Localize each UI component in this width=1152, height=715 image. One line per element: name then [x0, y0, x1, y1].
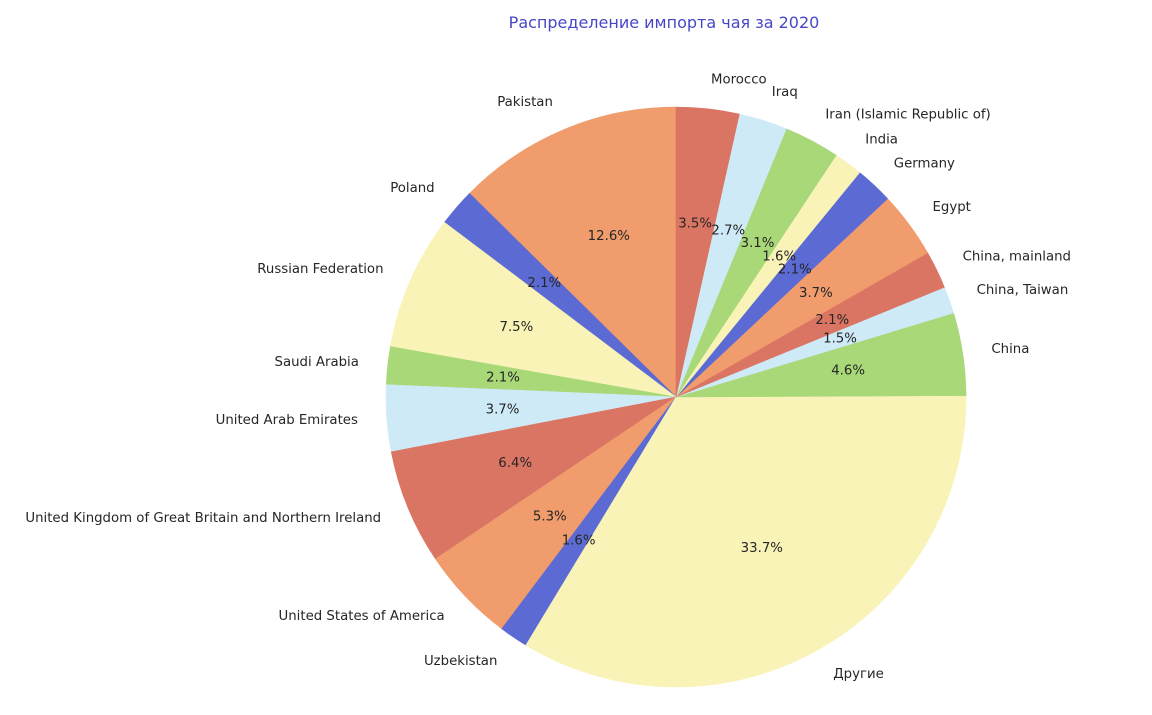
slice-pct-label-china-mainland: 2.1%	[815, 313, 849, 328]
slice-pct-label-egypt: 3.7%	[799, 286, 833, 301]
slice-name-label-saudi-arabia: Saudi Arabia	[275, 355, 359, 370]
slice-name-label-china: China	[991, 342, 1029, 357]
slice-pct-label-pakistan: 12.6%	[588, 229, 630, 244]
slice-pct-label-india: 1.6%	[762, 249, 796, 264]
slice-name-label-germany: Germany	[894, 156, 955, 171]
slice-name-label-другие: Другие	[833, 667, 884, 682]
pie-slice-russian-federation	[390, 221, 677, 398]
pie-slice-другие	[525, 395, 967, 688]
slice-name-label-morocco: Morocco	[711, 72, 767, 87]
slice-pct-label-saudi-arabia: 2.1%	[486, 371, 520, 386]
slice-name-label-egypt: Egypt	[933, 200, 971, 215]
slice-name-label-united-arab-emirates: United Arab Emirates	[216, 413, 358, 428]
slice-pct-label-poland: 2.1%	[527, 276, 561, 291]
slice-name-label-united-states-of-america: United States of America	[279, 609, 445, 624]
slice-name-label-china-mainland: China, mainland	[963, 250, 1071, 265]
slice-name-label-iraq: Iraq	[772, 85, 798, 100]
slice-pct-label-china-taiwan: 1.5%	[823, 331, 857, 346]
pie-slice-pakistan	[469, 106, 677, 398]
slice-pct-label-другие: 33.7%	[741, 541, 783, 556]
slice-name-label-iran-islamic-republic-of: Iran (Islamic Republic of)	[825, 108, 990, 123]
slice-name-label-poland: Poland	[390, 181, 434, 196]
slice-name-label-united-kingdom-of-great-britain-and-northern-ireland: United Kingdom of Great Britain and Nort…	[25, 511, 381, 526]
slice-name-label-india: India	[865, 133, 898, 148]
chart-title: Распределение импорта чая за 2020	[508, 13, 820, 32]
slice-name-label-uzbekistan: Uzbekistan	[424, 654, 497, 669]
slice-pct-label-united-arab-emirates: 3.7%	[486, 402, 520, 417]
slice-pct-label-iran-islamic-republic-of: 3.1%	[741, 236, 775, 251]
slice-pct-label-united-kingdom-of-great-britain-and-northern-ireland: 6.4%	[498, 456, 532, 471]
slice-name-label-russian-federation: Russian Federation	[257, 262, 383, 277]
slice-name-label-china-taiwan: China, Taiwan	[977, 283, 1069, 298]
slice-pct-label-iraq: 2.7%	[711, 224, 745, 239]
slice-pct-label-germany: 2.1%	[778, 262, 812, 277]
slice-name-label-pakistan: Pakistan	[497, 95, 553, 110]
slice-pct-label-uzbekistan: 1.6%	[562, 534, 596, 549]
slice-pct-label-morocco: 3.5%	[678, 217, 712, 232]
pie-slice-united-kingdom-of-great-britain-and-northern-ireland	[390, 396, 677, 560]
pie-slice-morocco	[675, 106, 740, 398]
slice-pct-label-russian-federation: 7.5%	[500, 320, 534, 335]
slice-pct-label-united-states-of-america: 5.3%	[533, 509, 567, 524]
slice-pct-label-china: 4.6%	[831, 364, 865, 379]
